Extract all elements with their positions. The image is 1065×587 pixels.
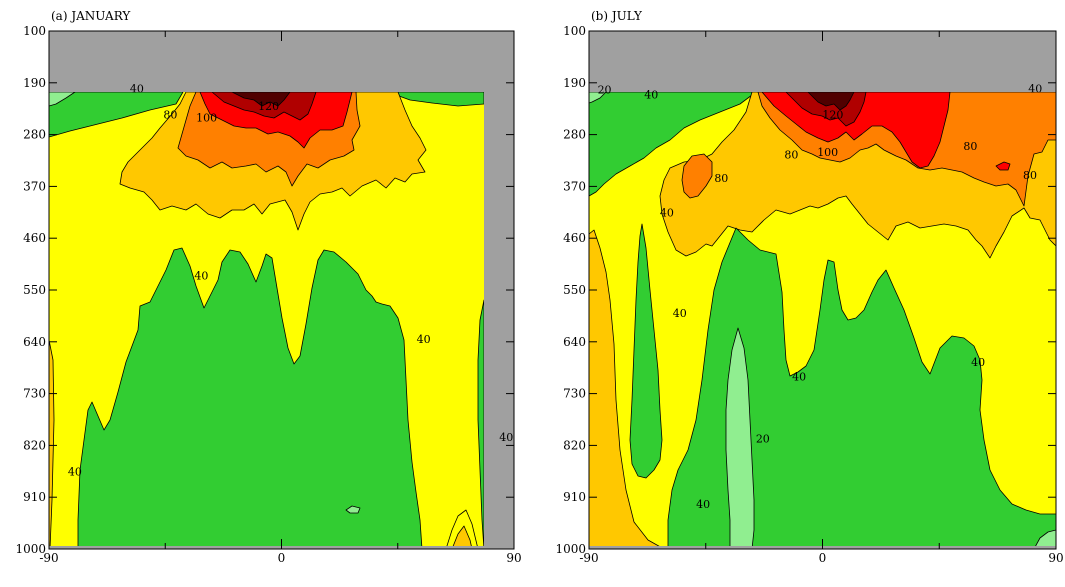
contour-band-lightgreen-column	[725, 327, 755, 549]
contour-band-darkred	[211, 91, 317, 121]
contour-band-darkest	[807, 91, 855, 111]
contour-label: 40	[660, 206, 674, 219]
y-tick-label: 820	[563, 438, 586, 452]
contour-label: 100	[196, 111, 217, 124]
contour-band-green-column-left	[629, 223, 663, 479]
contour-label: 80	[163, 108, 177, 121]
contour-label: 40	[1028, 83, 1042, 96]
chart-panel-july: (b) JULY	[555, 9, 1063, 565]
contour-label: 120	[822, 108, 843, 121]
x-tick-label: 0	[819, 551, 827, 565]
axes-ticks: 100 190 280 370 460 550 640 730 820 910 1000-90 0 90	[15, 24, 521, 565]
contour-band-gold-bottom	[451, 525, 473, 549]
x-tick-label: -90	[579, 551, 598, 565]
missing-data-top	[589, 31, 1056, 92]
y-tick-label: 640	[23, 335, 46, 349]
contour-band-lightgreen-island	[345, 505, 361, 514]
contour-label: 80	[784, 149, 798, 162]
x-tick-label: 90	[506, 551, 521, 565]
y-tick-label: 190	[563, 76, 586, 90]
contour-label: 20	[598, 84, 612, 97]
contour-label: 20	[756, 432, 770, 445]
axes-ticks: 100 190 280 370 460 550 640 730 820 910 1000-90 0 90	[555, 24, 1063, 565]
x-tick-label: 90	[1048, 551, 1063, 565]
y-tick-label: 370	[23, 179, 46, 193]
contour-label: 40	[644, 88, 658, 101]
y-tick-label: 820	[23, 438, 46, 452]
y-tick-label: 460	[563, 231, 586, 245]
contour-label: 80	[1023, 169, 1037, 182]
x-tick-label: -90	[39, 551, 58, 565]
contour-label: 40	[971, 356, 985, 369]
contour-band-green-right-edge	[477, 299, 485, 549]
contour-label: 40	[68, 465, 82, 478]
y-tick-label: 910	[563, 490, 586, 504]
contour-label: 40	[673, 307, 687, 320]
chart-title: (b) JULY	[591, 9, 643, 23]
x-tick-label: 0	[278, 551, 286, 565]
contour-band-darkest	[231, 91, 291, 107]
y-tick-label: 280	[563, 128, 586, 142]
contour-band-red-blob	[995, 161, 1011, 171]
contour-label: 40	[194, 270, 208, 283]
contour-label: 120	[258, 100, 279, 113]
missing-data-right	[484, 92, 514, 549]
missing-data-top	[49, 31, 514, 92]
y-tick-label: 730	[563, 387, 586, 401]
contour-label: 80	[714, 172, 728, 185]
y-tick-label: 190	[23, 76, 46, 90]
y-tick-label: 640	[563, 335, 586, 349]
contour-label: 100	[817, 146, 838, 159]
y-tick-label: 1000	[555, 542, 586, 556]
contour-band-lightgreen-bottom-right	[1033, 529, 1056, 549]
y-tick-label: 550	[563, 283, 586, 297]
contour-label: 40	[417, 333, 431, 346]
contour-band-green-lower	[667, 227, 1056, 549]
contour-label: 40	[499, 431, 513, 444]
y-tick-label: 460	[23, 231, 46, 245]
contour-label: 40	[130, 83, 144, 96]
contour-band-green-top-left	[589, 91, 757, 197]
y-tick-label: 910	[23, 490, 46, 504]
contour-label: 40	[696, 498, 710, 511]
y-tick-label: 370	[563, 179, 586, 193]
contour-band-green-lower	[77, 247, 423, 549]
contour-label: 40	[792, 370, 806, 383]
y-tick-label: 730	[23, 387, 46, 401]
y-tick-label: 280	[23, 128, 46, 142]
y-tick-label: 100	[23, 24, 46, 38]
y-tick-label: 100	[563, 24, 586, 38]
contour-label: 80	[963, 140, 977, 153]
chart-panel-january: (a) JANUARY	[15, 9, 521, 565]
contour-band-orange-blob	[681, 153, 713, 199]
y-tick-label: 1000	[15, 542, 46, 556]
chart-title: (a) JANUARY	[51, 9, 131, 23]
contour-labels-january: 40 80 100 120 40 40 40 40	[68, 83, 513, 479]
y-tick-label: 550	[23, 283, 46, 297]
contour-labels-july: 20 40 40 120 80 100 80 80 80 40 40 40 40 20 40	[598, 83, 1043, 512]
